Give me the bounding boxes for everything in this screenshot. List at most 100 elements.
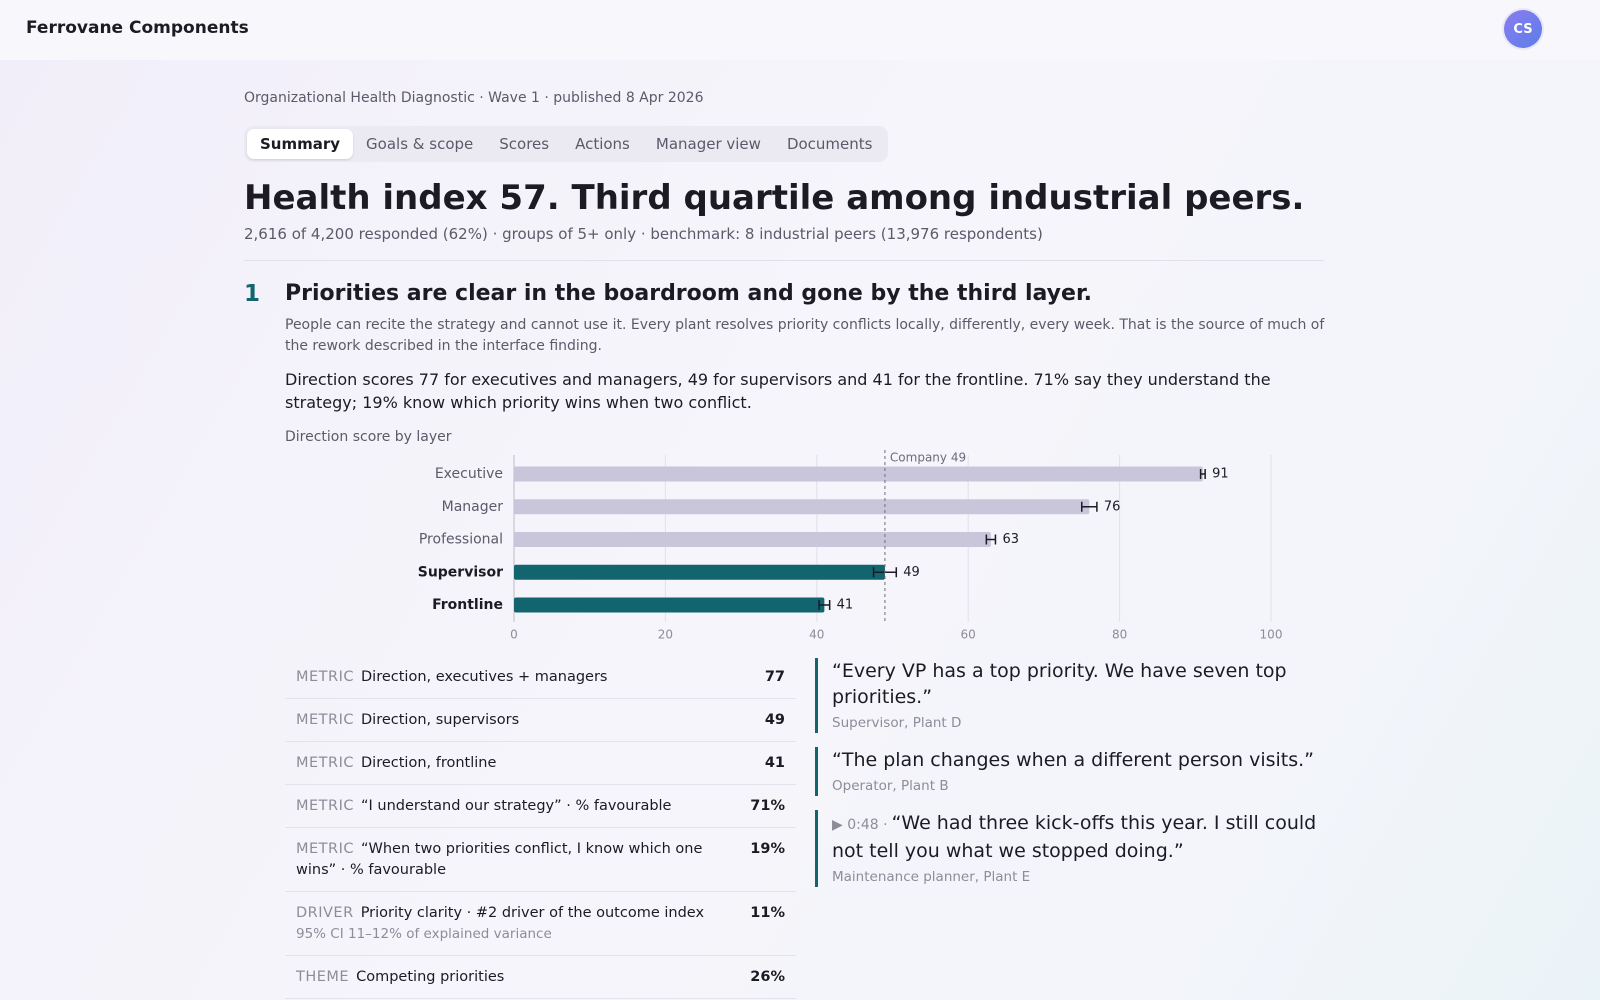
chart-title: Direction score by layer xyxy=(285,429,452,445)
error-bar xyxy=(818,600,831,610)
bar xyxy=(514,466,1203,482)
tab[interactable]: Documents xyxy=(786,135,873,153)
value-label: 91 xyxy=(1212,467,1229,482)
metric-main: METRIC “I understand our strategy” · % fa… xyxy=(296,796,750,817)
metric-row: METRIC “When two priorities conflict, I k… xyxy=(285,828,796,892)
metric-value: 49 xyxy=(764,711,785,728)
metric-value: 77 xyxy=(764,668,785,685)
finding-description: People can recite the strategy and canno… xyxy=(285,317,1325,354)
error-bar xyxy=(1199,469,1206,479)
metric-label: Direction, frontline xyxy=(361,754,497,771)
metric-row: METRIC Direction, executives + managers 77 xyxy=(285,656,796,699)
metric-list: METRIC Direction, executives + managers 77… xyxy=(285,656,796,999)
metric-main: METRIC Direction, executives + managers xyxy=(296,667,765,688)
tab[interactable]: Scores xyxy=(499,135,550,153)
quote-attribution: Maintenance planner, Plant E xyxy=(832,869,1031,885)
metric-kind: METRIC xyxy=(296,711,355,728)
bar xyxy=(514,532,991,547)
x-tick-label: 20 xyxy=(658,628,673,642)
chart: 0 20 40 60 80 100 Executive 91 Manager 76 Professi… xyxy=(418,450,1283,642)
breadcrumb: Organizational Health Diagnostic · Wave … xyxy=(244,90,704,106)
tab[interactable]: Summary xyxy=(247,129,354,159)
metric-kind: METRIC xyxy=(296,797,355,814)
metric-row: METRIC “I understand our strategy” · % fa… xyxy=(285,785,796,828)
metric-kind: THEME xyxy=(296,968,350,985)
reference-label: Company 49 xyxy=(890,451,966,465)
audio-clip[interactable]: ▶ 0:48 · xyxy=(832,817,888,833)
top-bar: Ferrovane Components CS xyxy=(0,0,1600,60)
quote-attribution: Operator, Plant B xyxy=(832,778,949,794)
x-tick-label: 100 xyxy=(1260,628,1283,642)
metric-main: METRIC Direction, frontline xyxy=(296,753,765,774)
quote-item: ▶ 0:48 · “We had three kick-offs this yea… xyxy=(815,810,1325,887)
x-tick-label: 40 xyxy=(809,628,824,642)
metric-value: 41 xyxy=(764,754,785,771)
metric-main: THEME Competing priorities xyxy=(296,967,750,988)
metric-value: 19% xyxy=(750,840,785,857)
quote-item: “Every VP has a top priority. We have se… xyxy=(815,658,1325,733)
quote-list: “Every VP has a top priority. We have se… xyxy=(815,658,1325,901)
value-label: 41 xyxy=(837,598,854,613)
metric-value: 71% xyxy=(750,797,785,814)
metric-label: Direction, executives + managers xyxy=(361,668,608,685)
metric-row: METRIC Direction, frontline 41 xyxy=(285,742,796,785)
avatar[interactable]: CS xyxy=(1504,10,1542,48)
bar xyxy=(514,597,825,613)
metric-label: Direction, supervisors xyxy=(361,711,520,728)
quote-attribution: Supervisor, Plant D xyxy=(832,715,962,731)
quote: ▶ 0:48 · “We had three kick-offs this yea… xyxy=(815,810,1325,887)
x-tick-label: 80 xyxy=(1112,628,1127,642)
divider xyxy=(244,260,1324,261)
metric-row: DRIVER Priority clarity · #2 driver of th… xyxy=(285,892,796,956)
metric-kind: DRIVER xyxy=(296,904,354,921)
quote-item: “The plan changes when a different perso… xyxy=(815,747,1325,796)
finding-title: Priorities are clear in the boardroom an… xyxy=(285,281,1093,306)
bar xyxy=(514,499,1090,515)
y-tick-label: Supervisor xyxy=(418,564,503,580)
value-label: 63 xyxy=(1002,532,1019,547)
y-tick-label: Frontline xyxy=(432,597,503,613)
x-tick-label: 60 xyxy=(961,628,976,642)
error-bar xyxy=(1081,501,1098,512)
tab[interactable]: Manager view xyxy=(655,135,761,153)
quote-text: “The plan changes when a different perso… xyxy=(832,747,1325,773)
metric-main: DRIVER Priority clarity · #2 driver of th… xyxy=(296,903,750,945)
brand[interactable]: Ferrovane Components xyxy=(26,18,249,38)
tab[interactable]: Actions xyxy=(575,135,630,153)
subline: 2,616 of 4,200 responded (62%) · groups … xyxy=(244,225,1043,243)
tab[interactable]: Goals & scope xyxy=(366,135,474,153)
metric-kind: METRIC xyxy=(296,840,355,857)
bar xyxy=(514,564,885,580)
metric-row: THEME Competing priorities 26% xyxy=(285,956,796,999)
y-tick-label: Professional xyxy=(419,532,503,548)
y-tick-label: Executive xyxy=(435,466,503,482)
metric-label: “I understand our strategy” · % favourab… xyxy=(361,797,672,814)
x-tick-label: 0 xyxy=(510,628,518,642)
quote-body: “Every VP has a top priority. We have se… xyxy=(832,660,1287,708)
value-label: 49 xyxy=(903,565,920,580)
metric-value: 11% xyxy=(750,904,785,921)
finding-body: Direction scores 77 for executives and m… xyxy=(285,370,1271,412)
metric-main: METRIC “When two priorities conflict, I k… xyxy=(296,839,750,881)
headline: Health index 57. Third quartile among in… xyxy=(244,178,1305,218)
metric-label: “When two priorities conflict, I know wh… xyxy=(296,840,703,878)
metric-value: 26% xyxy=(750,968,785,985)
finding-number: 1 xyxy=(244,281,261,307)
metric-label: Priority clarity · #2 driver of the outc… xyxy=(360,904,705,921)
error-bar xyxy=(985,534,997,545)
metric-row: METRIC Direction, supervisors 49 xyxy=(285,699,796,742)
metric-note: 95% CI 11–12% of explained variance xyxy=(296,925,552,942)
tab-bar: Summary Goals & scope Scores Actions Manager… xyxy=(244,126,889,162)
y-tick-label: Manager xyxy=(442,499,504,515)
quote-body: “The plan changes when a different perso… xyxy=(832,749,1315,771)
value-label: 76 xyxy=(1104,499,1121,514)
quote-text: ▶ 0:48 · “We had three kick-offs this yea… xyxy=(832,810,1325,864)
quote: “Every VP has a top priority. We have se… xyxy=(815,658,1325,733)
metric-main: METRIC Direction, supervisors xyxy=(296,710,765,731)
metric-label: Competing priorities xyxy=(356,968,505,985)
quote-text: “Every VP has a top priority. We have se… xyxy=(832,658,1325,710)
quote-body: “We had three kick-offs this year. I sti… xyxy=(832,812,1317,862)
metric-kind: METRIC xyxy=(296,754,355,771)
metric-kind: METRIC xyxy=(296,668,355,685)
